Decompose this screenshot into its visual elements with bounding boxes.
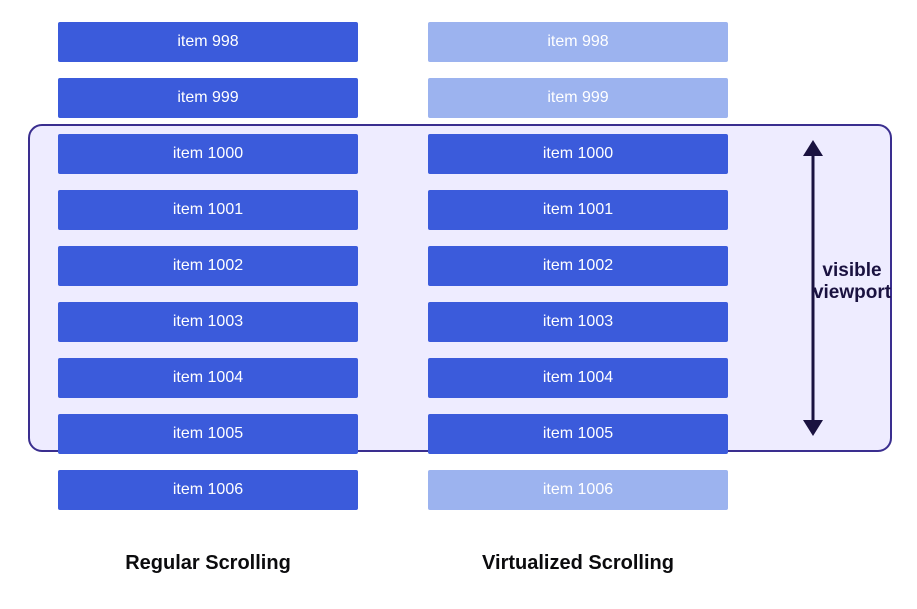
regular-list-item: item 1005: [58, 414, 358, 454]
virtualized-list-item: item 998: [428, 22, 728, 62]
regular-scrolling-column: item 998 item 999 item 1000 item 1001 item 1…: [58, 22, 358, 510]
regular-list-item: item 999: [58, 78, 358, 118]
regular-scrolling-caption: Regular Scrolling: [58, 552, 358, 575]
virtualized-list-item: item 1004: [428, 358, 728, 398]
regular-list-item: item 1000: [58, 134, 358, 174]
virtualized-list-item: item 1006: [428, 470, 728, 510]
regular-list-item: item 1001: [58, 190, 358, 230]
virtualized-scrolling-column: item 998 item 999 item 1000 item 1001 item 1…: [428, 22, 728, 510]
regular-list-item: item 1002: [58, 246, 358, 286]
regular-list-item: item 1006: [58, 470, 358, 510]
virtualized-list-item: item 1001: [428, 190, 728, 230]
virtualized-scrolling-caption: Virtualized Scrolling: [428, 552, 728, 575]
regular-list-item: item 1003: [58, 302, 358, 342]
virtualized-list-item: item 999: [428, 78, 728, 118]
virtualized-list-item: item 1000: [428, 134, 728, 174]
viewport-extent-arrow-icon: [798, 0, 828, 609]
diagram-stage: item 998 item 999 item 1000 item 1001 item 1…: [0, 0, 917, 609]
viewport-label-line1: visible: [822, 260, 881, 281]
virtualized-list-item: item 1003: [428, 302, 728, 342]
virtualized-list-item: item 1005: [428, 414, 728, 454]
regular-list-item: item 998: [58, 22, 358, 62]
columns-container: item 998 item 999 item 1000 item 1001 item 1…: [0, 22, 917, 510]
regular-list-item: item 1004: [58, 358, 358, 398]
virtualized-list-item: item 1002: [428, 246, 728, 286]
